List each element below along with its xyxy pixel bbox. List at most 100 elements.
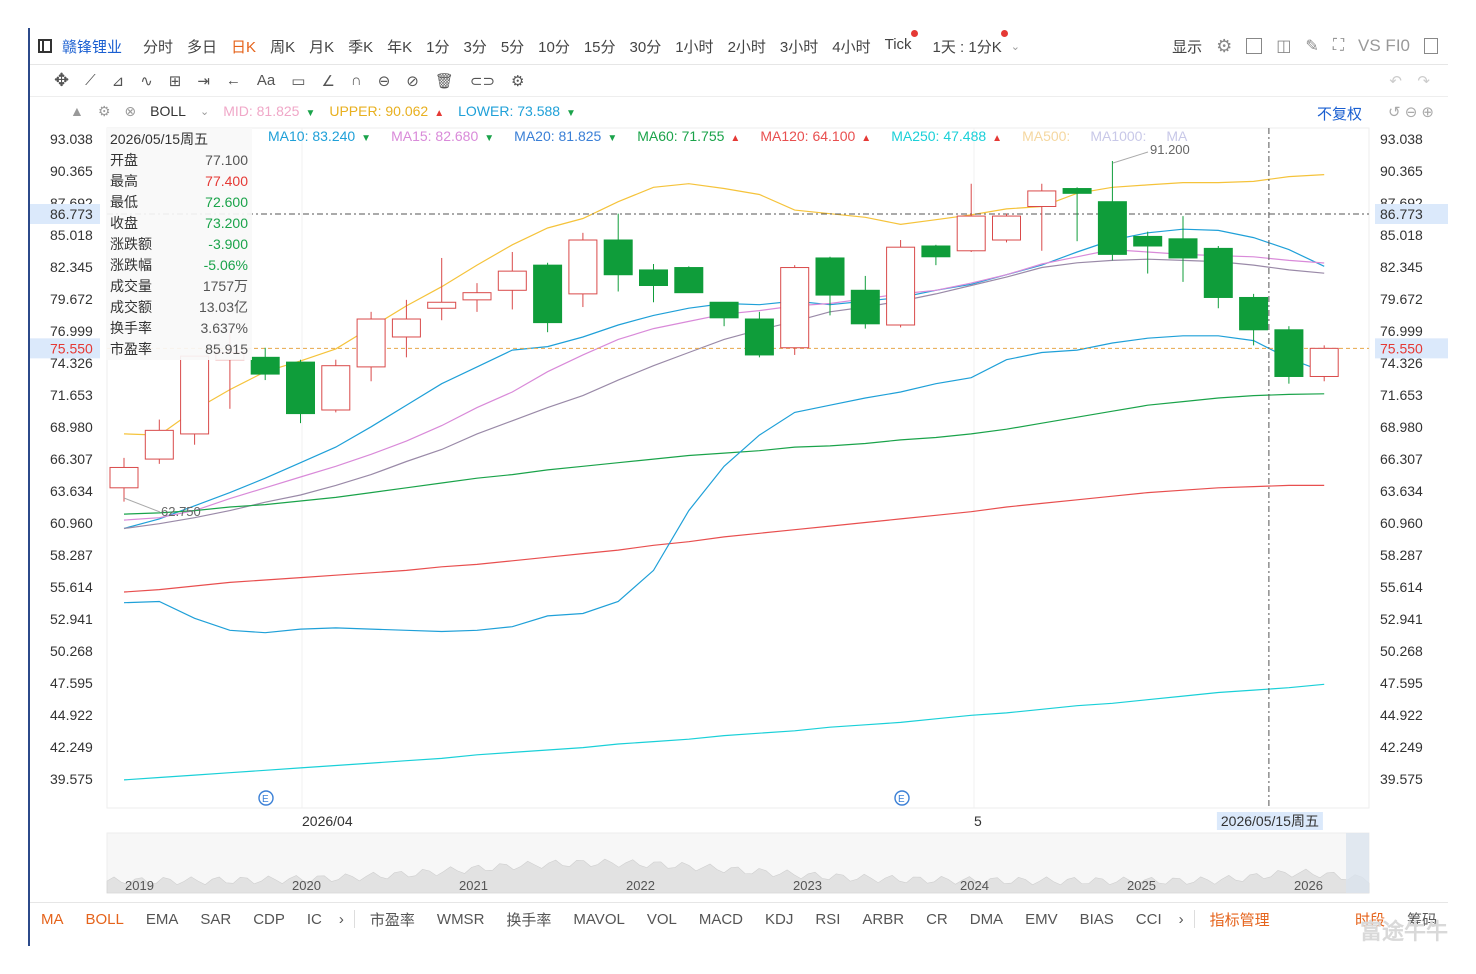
indicator-tab-ema[interactable]: EMA (145, 910, 179, 928)
candle-body (674, 267, 704, 294)
timeframe-14[interactable]: 2小时 (727, 38, 766, 56)
timeframe-1[interactable]: 多日 (187, 38, 218, 56)
panel-icon[interactable] (1424, 38, 1438, 54)
y-tick-label-right: 90.365 (1380, 163, 1423, 179)
indicator-tab-ma[interactable]: MA (41, 910, 64, 928)
text-tool-icon[interactable]: Aa (256, 72, 276, 89)
sub-indicator-tab-9[interactable]: CR (926, 910, 948, 928)
overview-year-label: 2026 (1294, 878, 1323, 893)
plot-area (106, 127, 1370, 809)
timeframe-5[interactable]: 季K (348, 38, 374, 56)
sub-indicator-tab-7[interactable]: RSI (815, 910, 841, 928)
pen-tool-icon[interactable]: ∠ (321, 72, 335, 90)
last-price-box-right (1375, 338, 1448, 359)
candle-body (321, 365, 351, 411)
fullscreen-icon[interactable]: ⛶ (1332, 37, 1345, 54)
timeframe-3[interactable]: 周K (270, 38, 296, 56)
timeframe-8[interactable]: 3分 (463, 38, 487, 56)
hide-tool-icon[interactable]: ⊘ (406, 72, 419, 90)
sub-indicator-tab-6[interactable]: KDJ (765, 910, 794, 928)
indicator-tab-sar[interactable]: SAR (200, 910, 232, 928)
redo-icon[interactable]: ↷ (1417, 72, 1430, 90)
sub-indicator-tab-10[interactable]: DMA (969, 910, 1004, 928)
indicator-tab-boll[interactable]: BOLL (85, 910, 124, 928)
sub-indicator-tab-12[interactable]: BIAS (1079, 910, 1114, 928)
grid-tool-icon[interactable]: ⊞ (168, 72, 182, 90)
candle-body (497, 270, 527, 291)
timeframe-15[interactable]: 3小时 (779, 38, 819, 56)
arrow-tool-icon[interactable]: ← (225, 72, 241, 89)
timeframe-4[interactable]: 月K (309, 38, 335, 56)
timeframe-6[interactable]: 年K (387, 38, 413, 56)
indicator-manage-button[interactable]: 指标管理 (1209, 911, 1270, 929)
display-menu[interactable]: 显示 (1172, 38, 1203, 56)
trash-icon[interactable]: 🗑 (434, 72, 454, 90)
adjust-mode[interactable]: 不复权 (1316, 106, 1362, 123)
sidebar-toggle-icon[interactable] (38, 39, 52, 53)
y-tick-label-left: 66.307 (50, 451, 93, 467)
timeframe-2[interactable]: 日K (231, 38, 257, 56)
move-icon[interactable]: ✥ (54, 70, 70, 90)
chips-tab[interactable]: 筹码 (1406, 911, 1437, 929)
info-date: 2026/05/15周五 (110, 131, 209, 147)
timeframe-12[interactable]: 30分 (629, 38, 662, 56)
event-marker-letter: E (262, 794, 269, 805)
zoom-controls[interactable]: ↺ ⊖ ⊕ (1387, 104, 1434, 121)
sub-indicator-tab-11[interactable]: EMV (1025, 910, 1058, 928)
draw-settings-icon[interactable]: ⚙ (511, 72, 525, 90)
timeframe-9[interactable]: 5分 (500, 38, 525, 56)
timeframe-17[interactable]: Tick (885, 29, 918, 57)
compare-button[interactable]: VS FI0 (1358, 36, 1410, 55)
lock-tool-icon[interactable]: ⊖ (377, 72, 391, 90)
sub-indicator-tab-4[interactable]: VOL (646, 910, 677, 928)
camera-icon[interactable]: ◫ (1276, 38, 1292, 55)
period-tab[interactable]: 时段 (1354, 911, 1385, 929)
timeframe-13[interactable]: 1小时 (675, 38, 714, 56)
candle-body (1062, 188, 1092, 194)
measure-tool-icon[interactable]: ⇥ (197, 72, 210, 90)
timeframe-0[interactable]: 分时 (143, 38, 174, 56)
close-icon[interactable]: ⊗ (124, 102, 137, 119)
magnet-tool-icon[interactable]: ∩ (350, 72, 362, 89)
indicator-tab-ic[interactable]: IC (306, 910, 322, 928)
sub-indicator-tab-13[interactable]: CCI (1135, 910, 1162, 928)
indicator-tab-cdp[interactable]: CDP (253, 910, 285, 928)
ray-tool-icon[interactable]: ⊿ (111, 72, 125, 90)
sub-indicator-tab-5[interactable]: MACD (698, 910, 744, 928)
chevron-right-icon[interactable]: › (338, 910, 344, 928)
candle-body (1168, 238, 1198, 259)
line-ma120 (123, 484, 1325, 593)
y-tick-label-left: 55.614 (50, 579, 93, 595)
info-label: 开盘 (110, 152, 138, 168)
square-icon[interactable] (1246, 38, 1263, 54)
info-value: 77.400 (205, 173, 248, 189)
pencil-icon[interactable]: ✎ (1305, 38, 1319, 55)
timeframe-16[interactable]: 4小时 (832, 38, 871, 56)
undo-icon[interactable]: ↶ (1389, 72, 1402, 90)
sub-indicator-tab-3[interactable]: MAVOL (573, 910, 625, 928)
ma-legend-item-5: MA250: 47.488 ▲ (891, 128, 1003, 144)
overview-window (1346, 833, 1369, 893)
collapse-icon[interactable]: ▲ (70, 103, 84, 119)
link-tool-icon[interactable]: ⊂⊃ (469, 72, 496, 90)
comment-tool-icon[interactable]: ▭ (291, 72, 306, 90)
timeframe-11[interactable]: 15分 (583, 38, 616, 56)
wave-tool-icon[interactable]: ∿ (140, 72, 153, 90)
legend-settings-icon[interactable]: ⚙ (97, 102, 111, 119)
sub-indicator-tab-2[interactable]: 换手率 (506, 911, 552, 929)
cursor-date: 2026/05/15周五 (1221, 813, 1319, 829)
settings-icon[interactable]: ⚙ (1216, 35, 1233, 56)
chevron-right-icon[interactable]: › (1178, 910, 1184, 928)
line-tool-icon[interactable]: ⟋ (85, 72, 96, 89)
info-value: 73.200 (205, 215, 248, 231)
y-tick-label-left: 71.653 (50, 387, 93, 403)
sub-indicator-tab-1[interactable]: WMSR (436, 910, 485, 928)
timeframe-7[interactable]: 1分 (426, 38, 450, 56)
stock-name[interactable]: 赣锋锂业 (62, 38, 123, 56)
timeframe-10[interactable]: 10分 (538, 38, 570, 56)
sub-indicator-tab-0[interactable]: 市盈率 (369, 911, 415, 929)
sub-indicator-tab-8[interactable]: ARBR (862, 910, 905, 928)
indicator-name[interactable]: BOLL (150, 103, 186, 119)
custom-period-selector[interactable]: 1天 : 1分K (933, 29, 1008, 57)
